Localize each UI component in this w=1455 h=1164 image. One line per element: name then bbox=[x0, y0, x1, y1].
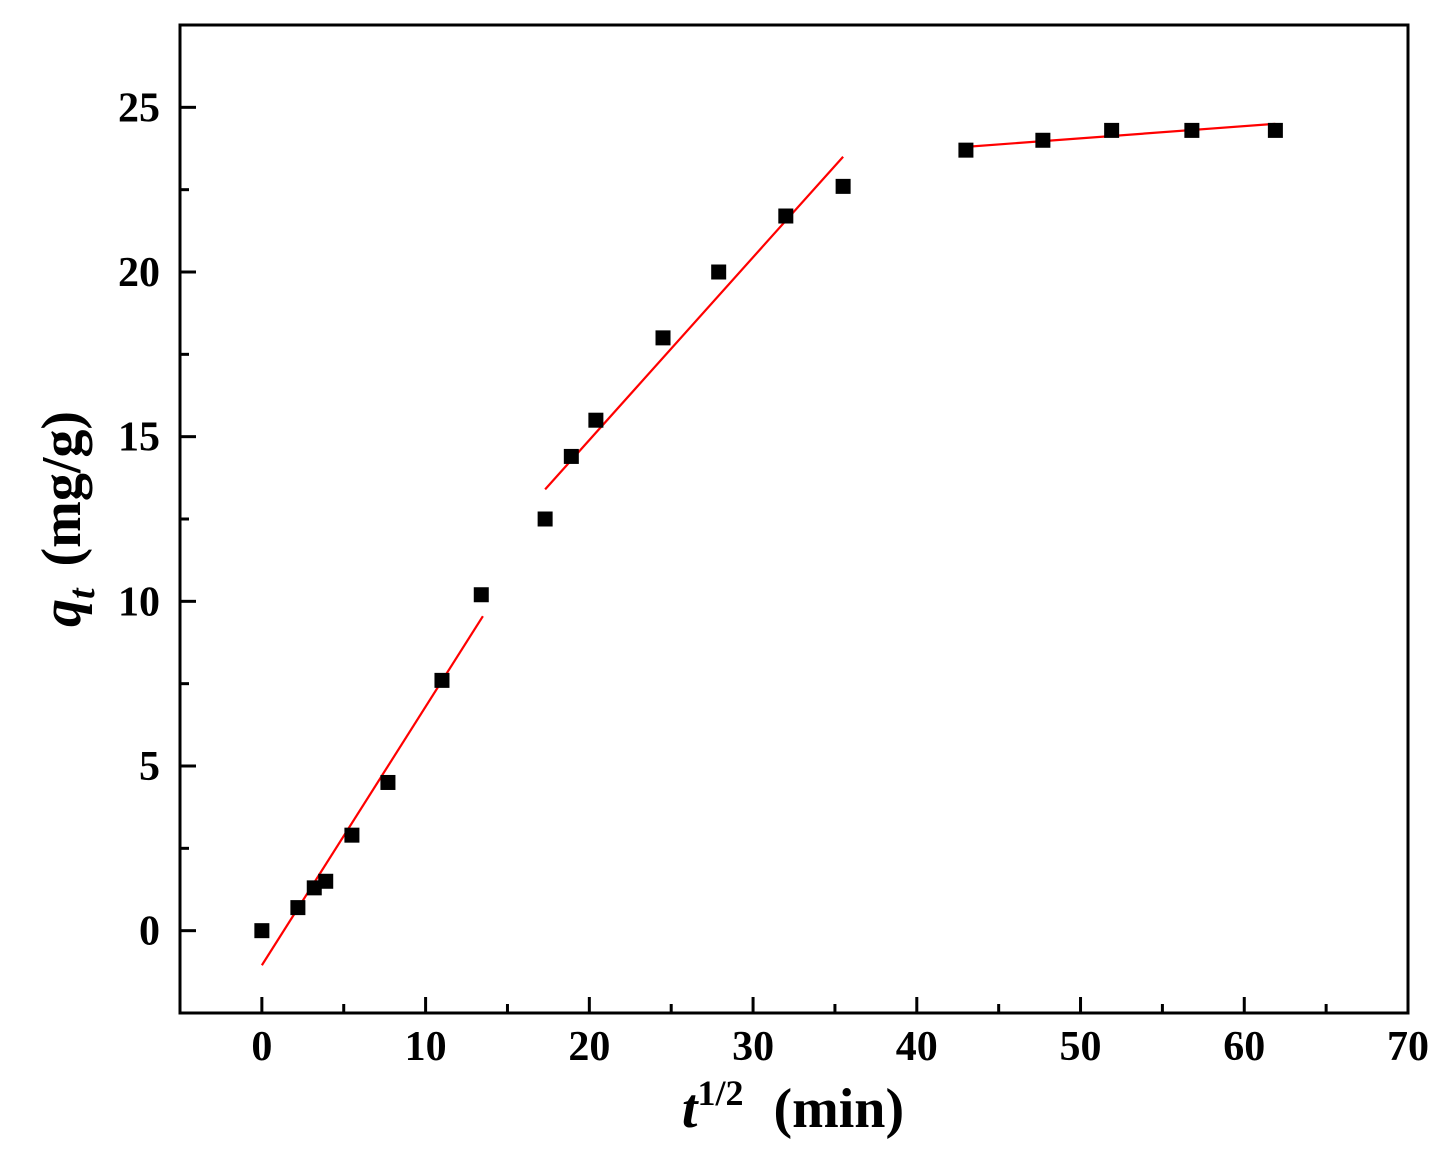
data-points bbox=[254, 122, 1283, 939]
data-point bbox=[588, 412, 604, 428]
data-point bbox=[563, 448, 579, 464]
y-axis-title-sub: t bbox=[61, 587, 103, 599]
data-point bbox=[380, 774, 396, 790]
data-point bbox=[778, 208, 794, 224]
data-point bbox=[344, 827, 360, 843]
data-point bbox=[306, 880, 322, 896]
data-point bbox=[1267, 122, 1283, 138]
x-axis-title-base: t bbox=[682, 1078, 699, 1140]
data-point bbox=[711, 264, 727, 280]
fit-lines bbox=[260, 122, 1276, 966]
data-point bbox=[655, 330, 671, 346]
x-tick-label: 30 bbox=[732, 1024, 774, 1070]
y-tick-label: 10 bbox=[118, 579, 160, 625]
x-tick-label: 10 bbox=[405, 1024, 447, 1070]
data-point bbox=[1184, 122, 1200, 138]
x-tick-label: 60 bbox=[1223, 1024, 1265, 1070]
fit-line bbox=[965, 122, 1276, 148]
x-tick-labels: 0 10 20 30 40 50 60 70 bbox=[251, 1024, 1429, 1070]
data-point bbox=[290, 900, 306, 916]
data-point bbox=[1035, 132, 1051, 148]
x-axis-title: t1/2 (min) bbox=[682, 1073, 904, 1140]
axis-ticks bbox=[178, 105, 1410, 1015]
x-axis-title-unit: (min) bbox=[773, 1078, 904, 1140]
y-axis-title: qt (mg/g) bbox=[31, 411, 103, 627]
y-tick-label: 5 bbox=[139, 744, 160, 790]
y-tick-labels: 0 5 10 15 20 25 bbox=[118, 85, 160, 954]
data-point bbox=[473, 587, 489, 603]
y-axis-title-unit: (mg/g) bbox=[31, 411, 93, 567]
y-tick-label: 15 bbox=[118, 415, 160, 461]
x-tick-label: 50 bbox=[1060, 1024, 1102, 1070]
data-point bbox=[434, 672, 450, 688]
data-point bbox=[1104, 122, 1120, 138]
data-point bbox=[254, 923, 270, 939]
y-tick-label: 0 bbox=[139, 909, 160, 955]
data-point bbox=[318, 873, 334, 889]
x-tick-label: 70 bbox=[1387, 1024, 1429, 1070]
x-tick-label: 0 bbox=[251, 1024, 272, 1070]
fit-line bbox=[544, 155, 844, 491]
x-tick-label: 40 bbox=[896, 1024, 938, 1070]
data-point bbox=[958, 142, 974, 158]
x-axis-title-sup: 1/2 bbox=[697, 1073, 743, 1113]
x-tick-label: 20 bbox=[568, 1024, 610, 1070]
y-tick-label: 25 bbox=[118, 85, 160, 131]
data-point bbox=[835, 178, 851, 194]
y-tick-label: 20 bbox=[118, 250, 160, 296]
plot-frame bbox=[178, 23, 1410, 1015]
data-point bbox=[537, 511, 553, 527]
y-axis-title-base: q bbox=[31, 599, 93, 627]
